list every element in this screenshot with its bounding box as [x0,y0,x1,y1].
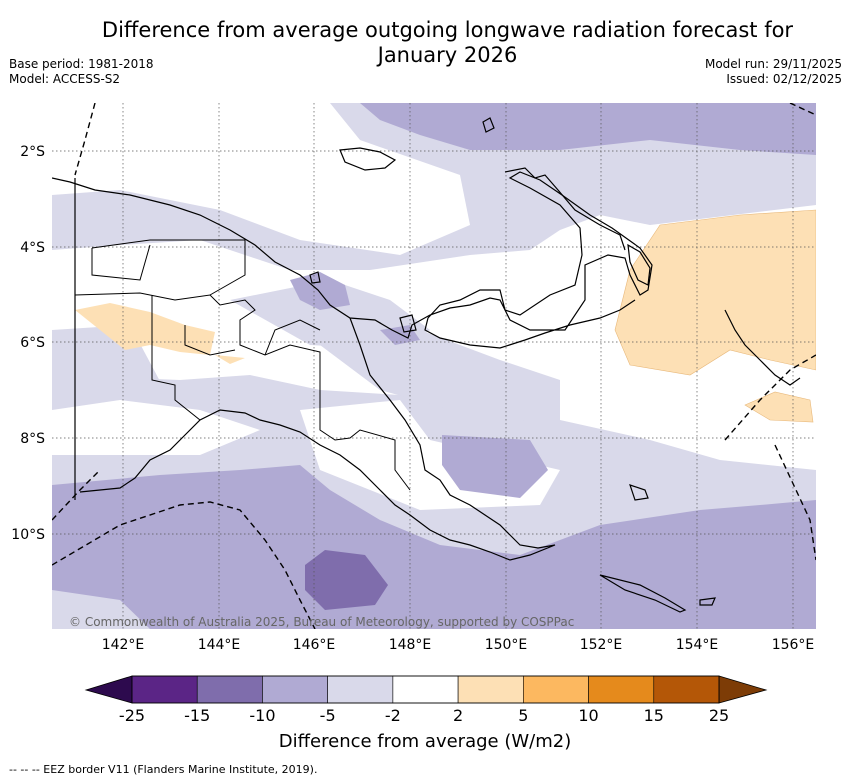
eez-segment-nw [74,103,96,176]
lon-label: 156°E [772,637,815,653]
light-sw-corner [52,590,150,629]
border-sandaun-east-sepik [91,239,246,296]
map-title: Difference from average outgoing longwav… [60,18,835,68]
colorbar-tick-label: -15 [184,706,211,725]
tick-labels: 2°S 4°S 6°S 8°S 10°S 142°E 144°E 146°E 1… [11,144,814,653]
meta-left: Base period: 1981-2018 Model: ACCESS-S2 [9,57,154,87]
lon-label: 142°E [102,637,145,653]
purple-south-band [52,465,816,629]
colorbar-label: Difference from average (W/m2) [278,731,572,752]
lon-label: 144°E [198,637,241,653]
base-period: Base period: 1981-2018 [9,57,154,71]
coast-new-britain-north [504,167,626,251]
colorbar-segment [262,675,328,704]
coast-new-ireland-south [627,243,651,286]
eez-segment-ne [789,103,816,116]
title-line-1: Difference from average outgoing longwav… [101,18,794,42]
colorbar-tick-label: -25 [118,706,146,725]
eez-segment-east [724,354,816,441]
colorbar-low-extend [84,675,133,704]
white-zone-north [52,103,470,255]
lon-label: 152°E [580,637,623,653]
lat-label: 8°S [20,431,45,447]
colorbar-tick-label: 10 [578,706,599,725]
lon-label: 148°E [389,637,432,653]
border-chimbu [264,319,321,356]
coast-woodlark [629,484,649,501]
colorbar-segment [196,675,263,704]
lon-label: 146°E [293,637,336,653]
copyright-text: © Commonwealth of Australia 2025, Bureau… [69,615,574,629]
purple-patch-3 [442,435,548,498]
provincial-borders [74,239,411,491]
eez-legend-note: -- -- -- EEZ border V11 (Flanders Marine… [9,763,318,776]
coast-south-png [79,317,556,561]
lat-label: 10°S [11,527,45,543]
coast-rossel [599,574,687,613]
colorbar-tick-label: -5 [319,706,336,725]
coast-island-1 [482,117,495,133]
issued-date: Issued: 02/12/2025 [726,72,842,86]
lat-label: 6°S [20,335,45,351]
lat-label: 4°S [20,240,45,256]
eez-segment-south [52,501,316,629]
purple-north-band [360,103,816,155]
border-enga [184,325,236,356]
border-western-gulf [151,295,201,421]
colorbar-tick-label: 2 [453,706,464,725]
colorbar-tick-label: 25 [708,706,730,725]
lon-label: 154°E [676,637,719,653]
eez-segment-sw [52,469,101,521]
model-run: Model run: 29/11/2025 [704,57,842,71]
colorbar-segment [523,675,589,704]
colorbar-segments [131,675,720,704]
orange-patch-se [744,391,814,423]
colorbar-segment [653,675,720,704]
coastlines [52,117,801,613]
colorbar-high-extend [718,675,768,704]
white-zone-west [52,400,260,455]
colorbar-segment [392,675,459,704]
coast-north-png [52,171,653,349]
orange-patch-west-2 [215,355,245,364]
colorbar-segment [327,675,394,704]
colorbar-outline [131,675,720,704]
colorbar-segment [588,675,655,704]
graticule [52,103,816,629]
eez-segment-se [774,444,816,561]
border-sandaun [91,244,151,281]
purple-patch-1 [290,272,350,310]
lon-label: 150°E [485,637,528,653]
colorbar-tick-label: -10 [249,706,276,725]
lat-label: 2°S [20,144,45,160]
coast-umboi [399,314,417,333]
colorbar [84,675,768,704]
dark-purple-patch [305,550,388,610]
model-name: Model: ACCESS-S2 [9,72,121,86]
light-band-2 [300,330,560,425]
title-line-2: January 2026 [377,43,518,67]
colorbar-tick-label: 15 [643,706,664,725]
colorbar-tick-label: 5 [518,706,529,725]
coast-karkar [309,271,321,284]
coast-island-2 [699,597,716,606]
meta-right: Model run: 29/11/2025 Issued: 02/12/2025 [705,57,842,87]
coast-manus [339,147,397,171]
colorbar-tick-label: -2 [384,706,401,725]
eez-border [52,103,816,629]
colorbar-segment [457,675,524,704]
coast-bougainville [724,309,801,386]
colorbar-segment [131,675,198,704]
map-area [52,103,816,629]
